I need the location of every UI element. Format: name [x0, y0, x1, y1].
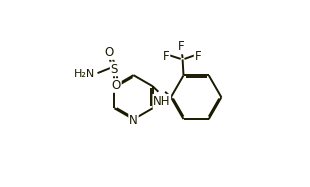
Text: O: O	[112, 79, 121, 92]
Text: S: S	[111, 62, 118, 76]
Text: O: O	[104, 46, 114, 59]
Text: H₂N: H₂N	[73, 69, 95, 79]
Text: F: F	[163, 50, 170, 63]
Text: NH: NH	[153, 95, 170, 108]
Text: F: F	[178, 40, 184, 53]
Text: F: F	[195, 50, 201, 63]
Text: N: N	[129, 114, 138, 127]
